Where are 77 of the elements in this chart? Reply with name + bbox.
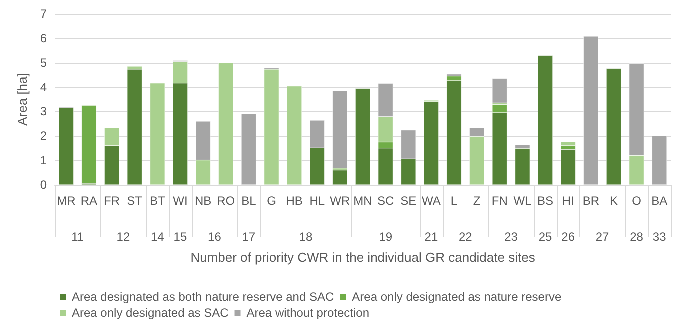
text: 28 xyxy=(630,230,644,244)
bar xyxy=(356,88,370,185)
x-tick-label: RO xyxy=(217,194,236,208)
x-tick-label: G xyxy=(267,194,276,208)
x-tick-label: Z xyxy=(473,194,481,208)
text: 21 xyxy=(424,230,438,244)
bar xyxy=(584,36,599,185)
x-tick-label: NB xyxy=(194,194,212,208)
x-tick-label: K xyxy=(610,194,618,208)
bar xyxy=(287,86,302,185)
text: 22 xyxy=(458,230,473,244)
bar xyxy=(515,148,530,185)
text: 11 xyxy=(72,230,84,244)
x-tick-label: BA xyxy=(652,194,668,208)
bar xyxy=(332,90,348,168)
text: 18 xyxy=(299,230,313,244)
x-tick-label: MR xyxy=(57,194,76,208)
text: 33 xyxy=(652,230,667,244)
bar xyxy=(264,69,280,185)
y-tick-label: 2 xyxy=(40,129,48,144)
bar xyxy=(218,62,234,185)
bar xyxy=(424,102,439,185)
y-tick-label: 3 xyxy=(40,104,48,119)
bar xyxy=(58,108,74,185)
bar xyxy=(150,83,166,185)
x-tick-label: ST xyxy=(127,194,144,208)
text: 17 xyxy=(242,230,256,244)
text: 25 xyxy=(538,230,553,244)
x-tick-label: HL xyxy=(310,194,326,208)
text: 19 xyxy=(379,230,393,244)
y-tick-label: 5 xyxy=(40,56,48,70)
bar xyxy=(332,170,348,185)
x-tick-label: SC xyxy=(377,194,394,208)
x-tick-label: WA xyxy=(422,194,441,208)
y-axis-title: Area [ha] xyxy=(15,73,30,126)
x-tick-label: WL xyxy=(514,194,532,208)
text: 16 xyxy=(208,230,222,244)
x-tick-label: HI xyxy=(562,194,574,208)
x-axis-title: Number of priority CWR in the individual GR candidate sites xyxy=(190,250,536,265)
bar xyxy=(446,80,462,185)
text: 26 xyxy=(562,230,576,244)
text: 23 xyxy=(504,230,518,244)
x-tick-label: HB xyxy=(286,194,303,208)
bar xyxy=(652,136,668,185)
text: 15 xyxy=(174,230,188,244)
x-tick-label: L xyxy=(450,194,458,208)
x-tick-label: FR xyxy=(104,194,120,208)
bar xyxy=(127,69,142,185)
x-tick-label: WR xyxy=(330,194,351,208)
x-tick-label: FN xyxy=(492,194,508,208)
bar xyxy=(82,106,97,184)
x-tick-label: O xyxy=(632,194,642,208)
text: 14 xyxy=(150,230,165,244)
x-tick-label: RA xyxy=(80,194,98,208)
bar xyxy=(560,150,576,185)
x-tick-label: BR xyxy=(582,194,600,208)
y-tick-label: 6 xyxy=(40,31,48,46)
x-tick-label: MN xyxy=(354,194,372,208)
x-tick-label: WI xyxy=(173,194,188,208)
legend-label: Area only designated as SAC xyxy=(72,306,230,320)
y-tick-label: 0 xyxy=(40,178,48,192)
x-tick-label: SE xyxy=(400,194,417,208)
legend-label: Area only designated as nature reserve xyxy=(352,290,562,304)
legend-label: Area designated as both nature reserve and SAC xyxy=(72,290,334,304)
bar xyxy=(606,68,622,185)
legend-label: Area without protection xyxy=(246,306,370,320)
text: 27 xyxy=(596,230,610,244)
x-tick-label: BL xyxy=(242,194,257,208)
y-tick-label: 7 xyxy=(40,7,48,21)
bar xyxy=(560,142,576,146)
text: 12 xyxy=(116,230,130,244)
y-tick-label: 4 xyxy=(40,80,48,94)
bar xyxy=(242,114,256,185)
x-tick-label: BT xyxy=(150,194,166,208)
y-tick-label: 1 xyxy=(40,154,48,168)
x-tick-label: BS xyxy=(538,194,554,208)
bar xyxy=(538,56,553,185)
